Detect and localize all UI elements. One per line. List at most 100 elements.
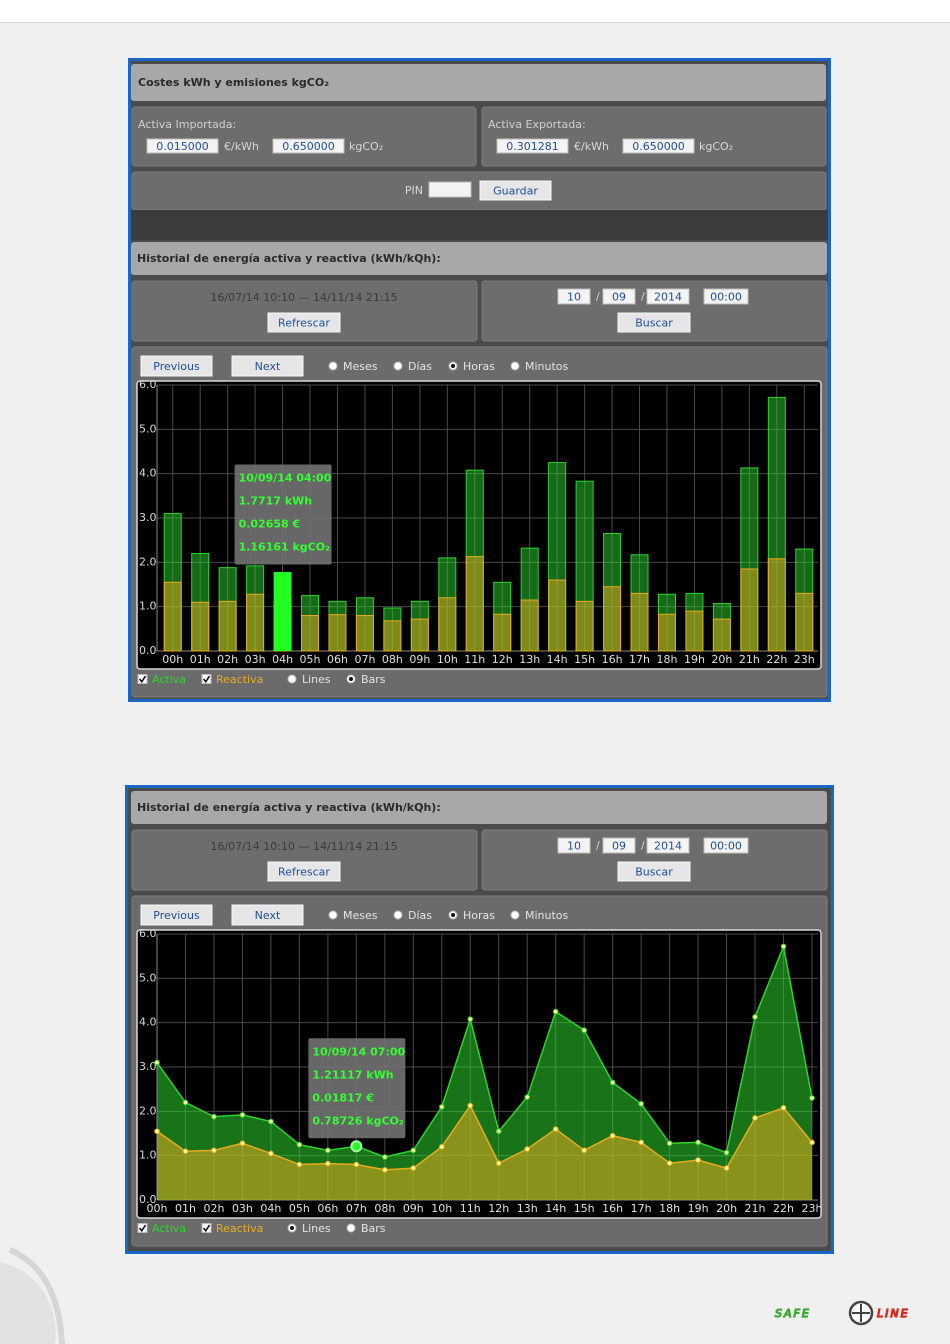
month-input-box[interactable] (602, 288, 636, 305)
period-radio[interactable] (393, 910, 403, 920)
save-button[interactable]: Guardar (493, 185, 538, 198)
mode-radio[interactable] (287, 674, 297, 684)
mode-label[interactable]: Bars (361, 673, 386, 686)
legend-checkbox-tick (202, 675, 211, 684)
date-separator: / (596, 290, 600, 303)
day-input[interactable]: 10 (567, 291, 581, 304)
y-tick-label: 5.0 (139, 422, 157, 435)
next-button-bg[interactable] (231, 355, 304, 377)
legend-checkbox[interactable] (137, 674, 148, 684)
search-button-bg[interactable] (617, 312, 691, 333)
period-radio[interactable] (328, 910, 338, 920)
next-button[interactable]: Next (255, 360, 281, 373)
x-tick-label: 11h (460, 1202, 481, 1215)
day-input-box[interactable] (557, 288, 591, 305)
time-input-box[interactable] (703, 837, 749, 854)
price-input-box[interactable] (496, 138, 569, 154)
costs-label: Activa Exportada: (488, 118, 586, 131)
previous-button-bg[interactable] (140, 904, 213, 926)
price-input[interactable]: 0.301281 (506, 140, 559, 153)
legend-label[interactable]: Reactiva (216, 1222, 263, 1235)
emission-input-box[interactable] (272, 138, 345, 154)
x-tick-label: 12h (488, 1202, 509, 1215)
mode-radio[interactable] (346, 1223, 356, 1233)
next-button[interactable]: Next (255, 909, 281, 922)
pin-input[interactable] (428, 181, 472, 198)
period-label[interactable]: Minutos (525, 360, 569, 373)
time-input-box[interactable] (703, 288, 749, 305)
legend-label[interactable]: Activa (152, 673, 186, 686)
legend-label[interactable]: Activa (152, 1222, 186, 1235)
point (780, 943, 787, 950)
price-input[interactable]: 0.015000 (156, 140, 209, 153)
month-input[interactable]: 09 (612, 291, 626, 304)
search-button-bg[interactable] (617, 861, 691, 882)
day-input-box[interactable] (557, 837, 591, 854)
legend-checkbox-tick (138, 1224, 147, 1233)
date-separator: / (596, 839, 600, 852)
emission-input[interactable]: 0.650000 (282, 140, 335, 153)
period-label[interactable]: Días (408, 909, 432, 922)
month-input[interactable]: 09 (612, 840, 626, 853)
time-input[interactable]: 00:00 (710, 840, 742, 853)
period-radio[interactable] (510, 361, 520, 371)
refresh-button-bg[interactable] (267, 312, 341, 333)
month-input-box[interactable] (602, 837, 636, 854)
year-input-box[interactable] (646, 837, 690, 854)
point (211, 1147, 217, 1154)
tooltip-line: 0.01817 € (312, 1091, 374, 1104)
next-button-bg[interactable] (231, 904, 304, 926)
point (154, 1059, 160, 1066)
legend-label[interactable]: Reactiva (216, 673, 263, 686)
refresh-button[interactable]: Refrescar (278, 866, 330, 879)
point (296, 1161, 303, 1168)
bar (301, 615, 320, 652)
save-button-bg[interactable] (479, 180, 552, 201)
period-label[interactable]: Horas (463, 909, 495, 922)
x-tick-label: 16h (602, 653, 623, 666)
legend-checkbox[interactable] (201, 1223, 212, 1233)
costs-label: Activa Importada: (138, 118, 236, 131)
period-label[interactable]: Meses (343, 360, 378, 373)
day-input[interactable]: 10 (567, 840, 581, 853)
time-input[interactable]: 00:00 (710, 291, 742, 304)
period-radio[interactable] (328, 361, 338, 371)
x-tick-label: 09h (409, 653, 430, 666)
refresh-button-bg[interactable] (267, 861, 341, 882)
point (666, 1160, 673, 1167)
refresh-button[interactable]: Refrescar (278, 317, 330, 330)
x-tick-label: 04h (260, 1202, 281, 1215)
period-radio[interactable] (393, 361, 403, 371)
x-tick-label: 02h (203, 1202, 224, 1215)
previous-button[interactable]: Previous (153, 360, 200, 373)
bar (328, 614, 347, 652)
area (157, 1105, 812, 1200)
price-input-box[interactable] (146, 138, 219, 154)
year-input-box[interactable] (646, 288, 690, 305)
period-label[interactable]: Horas (463, 360, 495, 373)
point (552, 1008, 559, 1015)
history-title: Historial de energía activa y reactiva (… (137, 801, 441, 814)
y-tick-label: 4.0 (139, 467, 157, 480)
point (752, 1014, 758, 1020)
search-button[interactable]: Buscar (635, 317, 673, 330)
legend-checkbox[interactable] (201, 674, 212, 684)
previous-button-bg[interactable] (140, 355, 213, 377)
mode-label[interactable]: Lines (302, 1222, 331, 1235)
point (780, 1104, 787, 1111)
mode-label[interactable]: Lines (302, 673, 331, 686)
period-label[interactable]: Meses (343, 909, 378, 922)
bar (795, 592, 814, 652)
period-label[interactable]: Minutos (525, 909, 569, 922)
period-label[interactable]: Días (408, 360, 432, 373)
emission-input[interactable]: 0.650000 (632, 140, 685, 153)
period-radio[interactable] (510, 910, 520, 920)
legend-checkbox[interactable] (137, 1223, 148, 1233)
search-button[interactable]: Buscar (635, 866, 673, 879)
previous-button[interactable]: Previous (153, 909, 200, 922)
year-input[interactable]: 2014 (654, 840, 682, 853)
year-input[interactable]: 2014 (654, 291, 682, 304)
emission-input-box[interactable] (622, 138, 695, 154)
mode-label[interactable]: Bars (361, 1222, 386, 1235)
x-tick-label: 00h (147, 1202, 168, 1215)
